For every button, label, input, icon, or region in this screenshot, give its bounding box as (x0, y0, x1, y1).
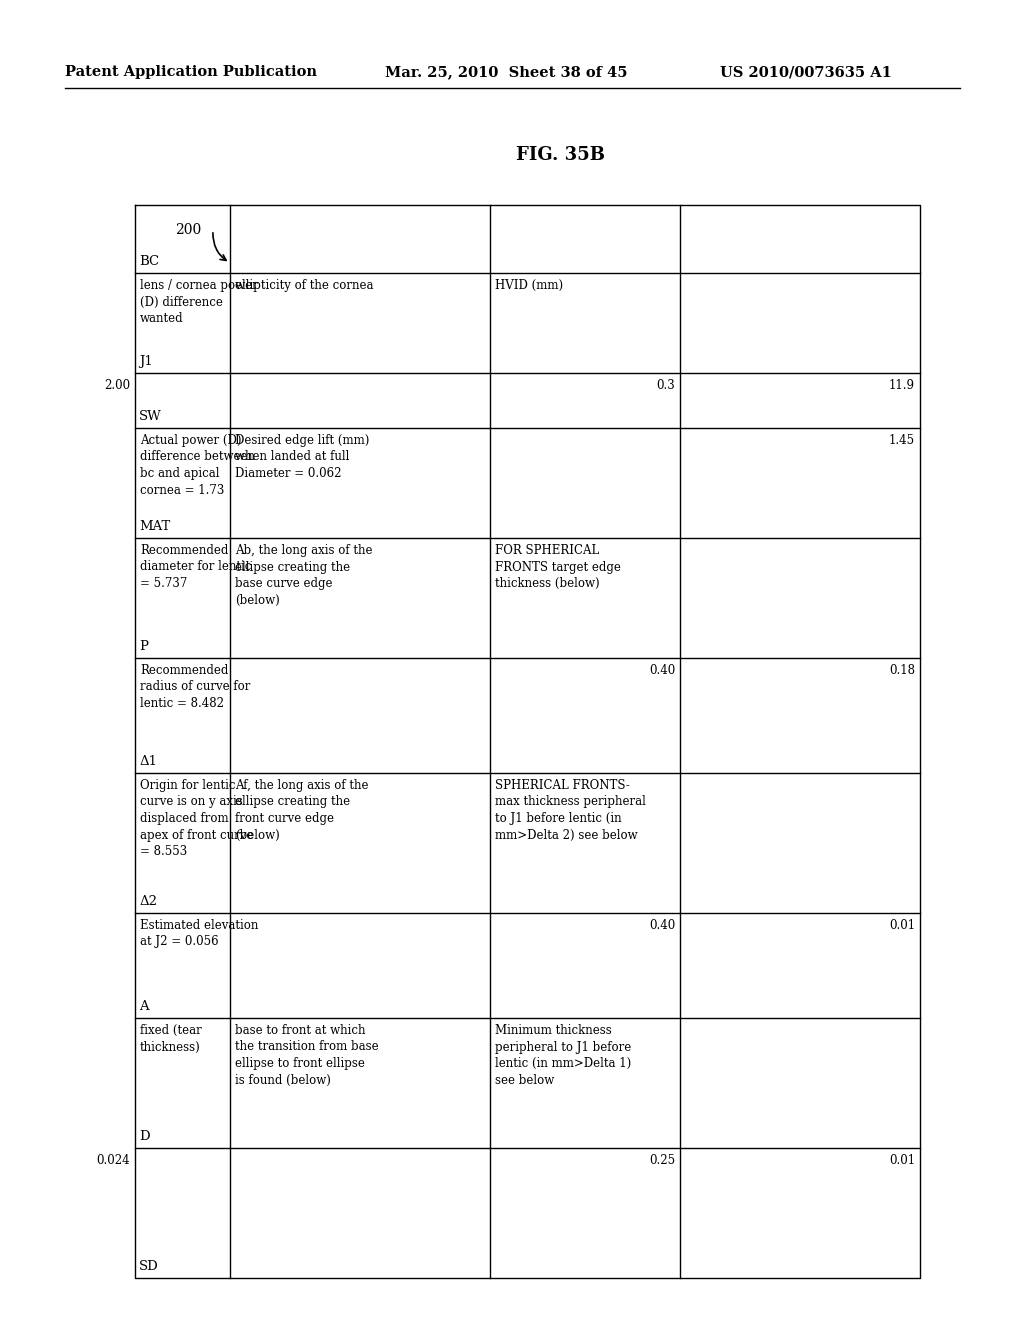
Text: BC: BC (139, 255, 159, 268)
Text: Minimum thickness
peripheral to J1 before
lentic (in mm>Delta 1)
see below: Minimum thickness peripheral to J1 befor… (495, 1024, 631, 1086)
Text: J1: J1 (139, 355, 153, 368)
Text: US 2010/0073635 A1: US 2010/0073635 A1 (720, 65, 892, 79)
Text: FIG. 35B: FIG. 35B (515, 147, 604, 164)
Text: 11.9: 11.9 (889, 379, 915, 392)
Text: 0.024: 0.024 (96, 1154, 130, 1167)
Text: SW: SW (139, 411, 162, 422)
Text: 200: 200 (175, 223, 202, 238)
Text: Origin for lentic
curve is on y axis
displaced from
apex of front curve
= 8.553: Origin for lentic curve is on y axis dis… (140, 779, 253, 858)
Text: P: P (139, 640, 148, 653)
Text: base to front at which
the transition from base
ellipse to front ellipse
is foun: base to front at which the transition fr… (234, 1024, 379, 1086)
Text: Patent Application Publication: Patent Application Publication (65, 65, 317, 79)
Text: D: D (139, 1130, 150, 1143)
Text: 1.45: 1.45 (889, 434, 915, 447)
Text: 0.40: 0.40 (649, 919, 675, 932)
Text: MAT: MAT (139, 520, 170, 533)
Text: lens / cornea power
(D) difference
wanted: lens / cornea power (D) difference wante… (140, 279, 258, 325)
Text: Recommended
radius of curve for
lentic = 8.482: Recommended radius of curve for lentic =… (140, 664, 251, 710)
Text: Af, the long axis of the
ellipse creating the
front curve edge
(below): Af, the long axis of the ellipse creatin… (234, 779, 369, 842)
Text: 0.3: 0.3 (656, 379, 675, 392)
Text: Desired edge lift (mm)
when landed at full
Diameter = 0.062: Desired edge lift (mm) when landed at fu… (234, 434, 370, 480)
Text: Estimated elevation
at J2 = 0.056: Estimated elevation at J2 = 0.056 (140, 919, 258, 949)
Text: Δ1: Δ1 (139, 755, 157, 768)
Text: SD: SD (139, 1261, 159, 1272)
Text: HVID (mm): HVID (mm) (495, 279, 563, 292)
Text: SPHERICAL FRONTS-
max thickness peripheral
to J1 before lentic (in
mm>Delta 2) s: SPHERICAL FRONTS- max thickness peripher… (495, 779, 646, 842)
Text: 0.25: 0.25 (649, 1154, 675, 1167)
Text: Ab, the long axis of the
ellipse creating the
base curve edge
(below): Ab, the long axis of the ellipse creatin… (234, 544, 373, 606)
Text: 2.00: 2.00 (103, 379, 130, 392)
Text: FOR SPHERICAL
FRONTS target edge
thickness (below): FOR SPHERICAL FRONTS target edge thickne… (495, 544, 621, 590)
Text: Recommended
diameter for lentic
= 5.737: Recommended diameter for lentic = 5.737 (140, 544, 251, 590)
Text: Actual power (D)
difference between
bc and apical
cornea = 1.73: Actual power (D) difference between bc a… (140, 434, 255, 496)
Text: 0.01: 0.01 (889, 919, 915, 932)
Text: 0.01: 0.01 (889, 1154, 915, 1167)
Text: Mar. 25, 2010  Sheet 38 of 45: Mar. 25, 2010 Sheet 38 of 45 (385, 65, 628, 79)
Text: fixed (tear
thickness): fixed (tear thickness) (140, 1024, 202, 1053)
Text: Δ2: Δ2 (139, 895, 157, 908)
Text: 0.40: 0.40 (649, 664, 675, 677)
Text: 0.18: 0.18 (889, 664, 915, 677)
Text: A: A (139, 1001, 148, 1012)
Text: ellipticity of the cornea: ellipticity of the cornea (234, 279, 374, 292)
